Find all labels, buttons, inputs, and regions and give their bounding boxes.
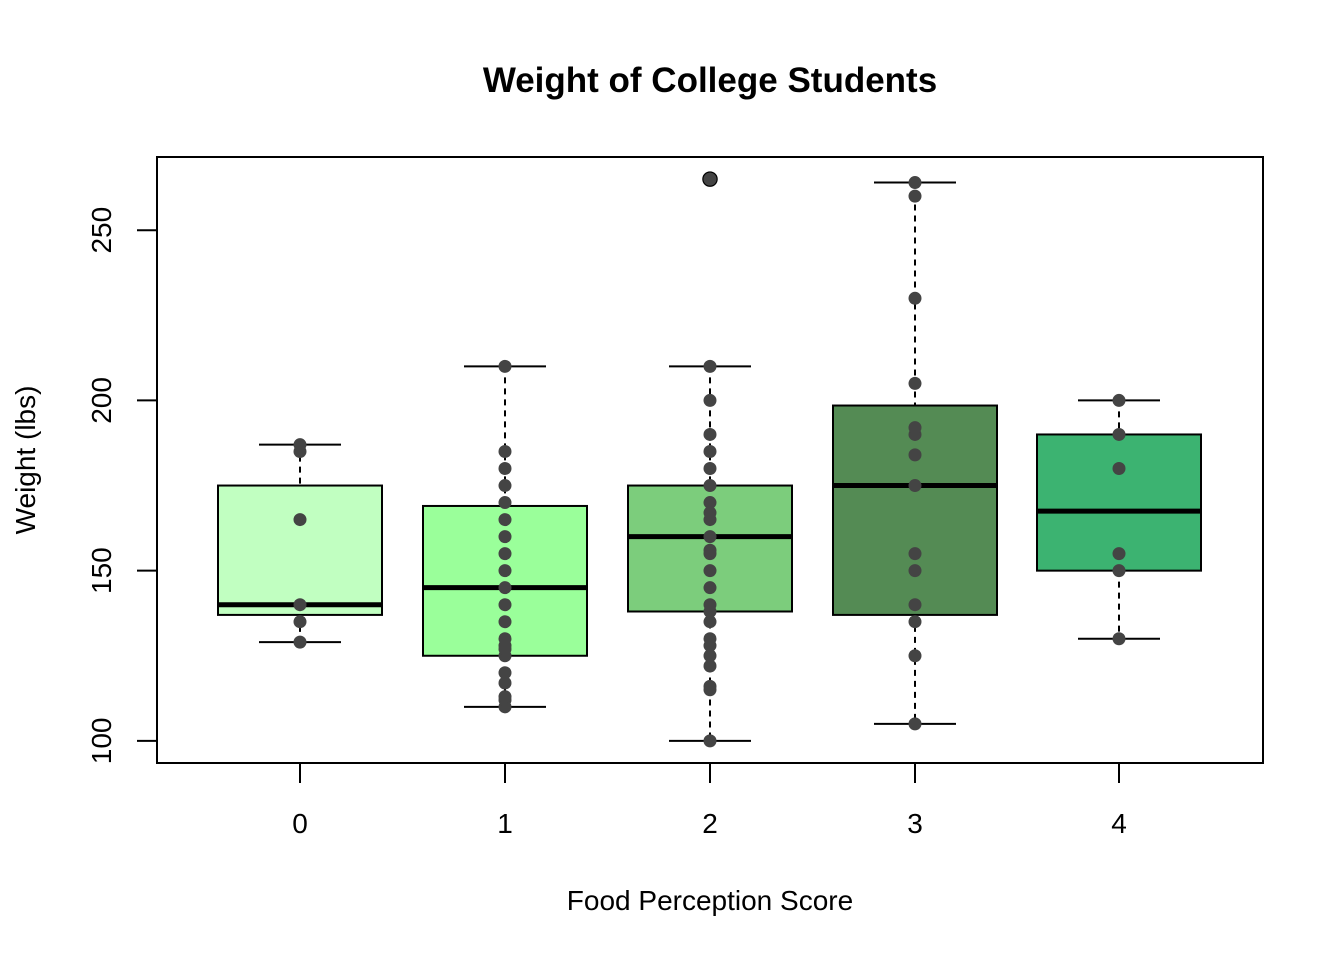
data-point bbox=[498, 564, 512, 578]
y-tick-label: 200 bbox=[86, 377, 117, 424]
y-tick-label: 100 bbox=[86, 718, 117, 765]
data-point bbox=[703, 649, 717, 663]
data-point bbox=[908, 189, 922, 203]
data-point bbox=[908, 421, 922, 435]
data-point bbox=[908, 547, 922, 561]
data-point bbox=[293, 635, 307, 649]
data-point bbox=[498, 547, 512, 561]
data-point bbox=[498, 513, 512, 527]
data-point bbox=[908, 176, 922, 190]
data-point bbox=[1112, 427, 1126, 441]
data-point bbox=[703, 615, 717, 629]
data-point bbox=[1112, 547, 1126, 561]
y-tick-label: 150 bbox=[86, 547, 117, 594]
data-point bbox=[908, 615, 922, 629]
data-point bbox=[1112, 632, 1126, 646]
data-point bbox=[498, 676, 512, 690]
data-point bbox=[498, 581, 512, 595]
data-point bbox=[703, 496, 717, 510]
data-point bbox=[908, 479, 922, 493]
data-point bbox=[703, 659, 717, 673]
box-0 bbox=[217, 443, 383, 644]
data-point bbox=[908, 448, 922, 462]
data-point bbox=[498, 615, 512, 629]
data-point bbox=[703, 530, 717, 544]
data-point bbox=[703, 581, 717, 595]
data-point bbox=[293, 598, 307, 612]
data-point bbox=[498, 530, 512, 544]
data-point bbox=[1112, 393, 1126, 407]
data-point bbox=[293, 513, 307, 527]
data-point bbox=[293, 615, 307, 629]
points-layer bbox=[293, 171, 1126, 748]
data-point bbox=[908, 598, 922, 612]
data-point bbox=[498, 479, 512, 493]
x-tick-label: 1 bbox=[497, 808, 513, 839]
data-point bbox=[293, 438, 307, 452]
data-point bbox=[703, 444, 717, 458]
y-axis: 100 150 200 250 bbox=[86, 207, 158, 765]
data-point bbox=[703, 679, 717, 693]
y-axis-label: Weight (lbs) bbox=[10, 386, 41, 535]
x-tick-label: 3 bbox=[907, 808, 923, 839]
chart-title: Weight of College Students bbox=[483, 61, 937, 100]
data-point bbox=[498, 598, 512, 612]
data-point bbox=[703, 632, 717, 646]
data-point bbox=[703, 462, 717, 476]
data-point bbox=[703, 506, 717, 520]
data-point bbox=[908, 649, 922, 663]
box-rect bbox=[217, 484, 383, 616]
data-point bbox=[1112, 462, 1126, 476]
data-point bbox=[703, 359, 717, 373]
data-point bbox=[1112, 564, 1126, 578]
data-point bbox=[498, 632, 512, 646]
data-point bbox=[908, 376, 922, 390]
x-axis: 0 1 2 3 4 bbox=[292, 762, 1127, 839]
boxes-layer bbox=[217, 181, 1202, 742]
data-point bbox=[703, 172, 717, 186]
x-tick-label: 2 bbox=[702, 808, 718, 839]
data-point bbox=[498, 444, 512, 458]
data-point bbox=[703, 479, 717, 493]
x-axis-label: Food Perception Score bbox=[567, 885, 853, 916]
outlier-point bbox=[702, 171, 718, 187]
data-point bbox=[498, 359, 512, 373]
x-tick-label: 4 bbox=[1111, 808, 1127, 839]
data-point bbox=[703, 543, 717, 557]
data-point bbox=[703, 598, 717, 612]
data-point bbox=[703, 734, 717, 748]
data-point bbox=[703, 564, 717, 578]
data-point bbox=[908, 291, 922, 305]
data-point bbox=[703, 393, 717, 407]
data-point bbox=[498, 462, 512, 476]
data-point bbox=[498, 496, 512, 510]
y-tick-label: 250 bbox=[86, 207, 117, 254]
data-point bbox=[498, 690, 512, 704]
data-point bbox=[498, 666, 512, 680]
data-point bbox=[908, 564, 922, 578]
data-point bbox=[703, 427, 717, 441]
x-tick-label: 0 bbox=[292, 808, 308, 839]
data-point bbox=[908, 717, 922, 731]
